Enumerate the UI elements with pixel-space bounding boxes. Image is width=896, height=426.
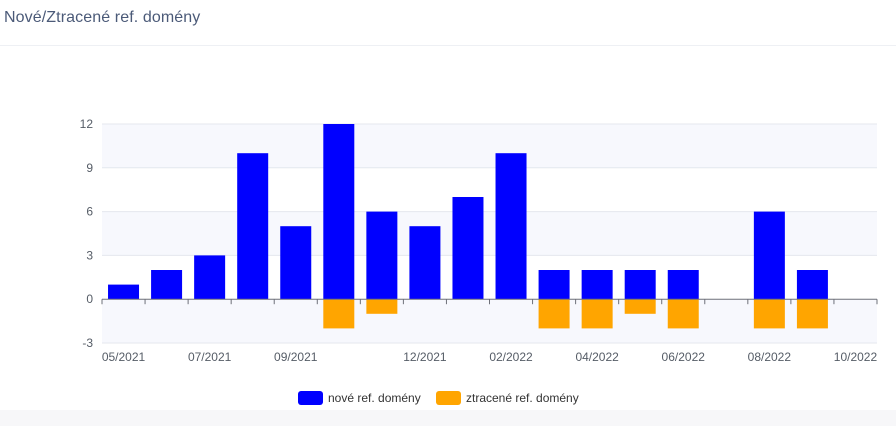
bar-gained (108, 284, 140, 300)
chart-bands (102, 124, 877, 343)
bar-gained (366, 211, 398, 300)
bar-lost (538, 299, 570, 329)
y-tick-label: -3 (82, 336, 93, 350)
bar-gained (194, 255, 226, 300)
y-tick-label: 12 (80, 117, 94, 131)
x-axis (101, 298, 878, 305)
x-tick-label: 08/2022 (748, 350, 792, 364)
x-tick-label: 05/2021 (102, 350, 146, 364)
legend-label-gained: nové ref. domény (328, 391, 421, 405)
x-tick-label: 04/2022 (575, 350, 619, 364)
bar-gained (409, 226, 441, 300)
x-tick-label: 06/2022 (662, 350, 706, 364)
chart-band (102, 124, 877, 168)
bar-gained (624, 270, 656, 300)
bar-gained (667, 270, 699, 300)
bar-gained (280, 226, 312, 300)
bar-lost (366, 299, 398, 314)
y-tick-label: 9 (86, 161, 93, 175)
y-axis-labels: 12 9 6 3 0 -3 (80, 117, 94, 350)
legend-swatch-lost (436, 391, 461, 405)
bar-gained (753, 211, 785, 300)
bar-gained (538, 270, 570, 300)
footer-band (0, 410, 896, 426)
y-tick-label: 6 (86, 205, 93, 219)
x-tick-label: 10/2022 (834, 350, 878, 364)
bar-lost (581, 299, 613, 329)
y-tick-label: 3 (86, 248, 93, 262)
bar-gained (495, 153, 527, 300)
panel-title: Nové/Ztracené ref. domény (4, 9, 201, 26)
chart-gridlines (102, 123, 877, 344)
chart-band (102, 211, 877, 256)
bar-lost (753, 299, 785, 329)
bar-lost (323, 299, 355, 329)
x-tick-label: 07/2021 (188, 350, 232, 364)
chart-band (102, 299, 877, 343)
x-axis-labels: 05/2021 07/2021 09/2021 12/2021 02/2022 04/20… (102, 350, 878, 364)
x-tick-label: 02/2022 (489, 350, 533, 364)
bar-gained (151, 270, 183, 300)
chart-legend: nové ref. domény ztracené ref. domény (298, 391, 579, 405)
bar-lost (796, 299, 828, 329)
chart-bars (108, 124, 828, 329)
bar-gained (796, 270, 828, 300)
bar-lost (624, 299, 656, 314)
panel-header: Nové/Ztracené ref. domény (0, 0, 896, 46)
bar-gained (581, 270, 613, 300)
legend-label-lost: ztracené ref. domény (466, 391, 579, 405)
bar-gained (237, 153, 269, 300)
y-tick-label: 0 (86, 292, 93, 306)
x-tick-label: 12/2021 (403, 350, 447, 364)
bar-gained (452, 197, 484, 300)
bar-lost (667, 299, 699, 329)
bar-gained (323, 124, 355, 300)
legend-swatch-gained (298, 391, 323, 405)
x-tick-label: 09/2021 (274, 350, 318, 364)
